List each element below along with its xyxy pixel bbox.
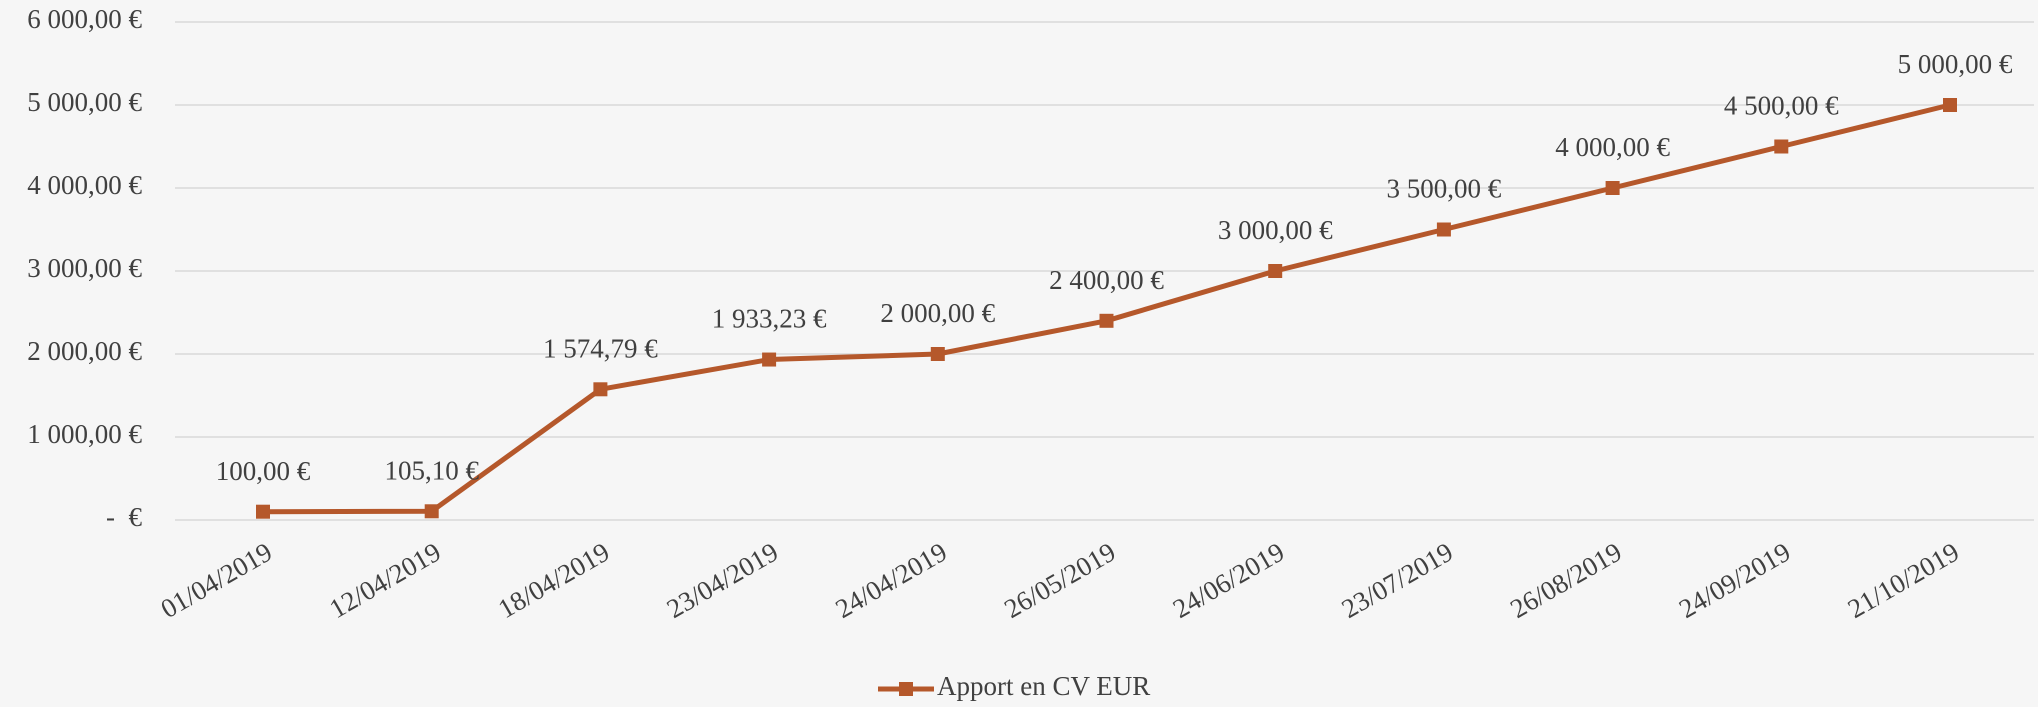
- x-tick-label: 24/06/2019: [1168, 537, 1290, 624]
- y-tick-label: 3 000,00 €: [27, 253, 142, 283]
- legend-label: Apport en CV EUR: [937, 671, 1150, 701]
- y-tick-label: - €: [106, 502, 142, 532]
- x-tick-label: 12/04/2019: [324, 537, 446, 624]
- x-tick-label: 01/04/2019: [156, 537, 278, 624]
- x-tick-label: 18/04/2019: [493, 537, 615, 624]
- x-tick-label: 23/07/2019: [1336, 537, 1458, 624]
- marker: [1268, 264, 1283, 278]
- data-label: 2 400,00 €: [1049, 265, 1164, 295]
- marker: [762, 352, 777, 367]
- marker: [256, 504, 270, 519]
- data-label: 1 574,79 €: [543, 333, 658, 363]
- marker: [593, 382, 608, 397]
- marker: [424, 504, 439, 519]
- series-line: [262, 102, 1951, 515]
- y-tick-label: 5 000,00 €: [27, 87, 142, 117]
- data-label: 3 000,00 €: [1218, 215, 1333, 245]
- data-label: 4 500,00 €: [1724, 91, 1839, 121]
- marker: [930, 347, 945, 361]
- marker: [1436, 222, 1451, 237]
- y-tick-label: 4 000,00 €: [27, 170, 142, 200]
- legend-marker: [899, 682, 913, 696]
- x-tick-label: 24/04/2019: [830, 537, 952, 624]
- data-label: 2 000,00 €: [880, 298, 995, 328]
- x-tick-label: 21/10/2019: [1843, 537, 1965, 624]
- marker: [1099, 313, 1114, 328]
- marker: [1943, 98, 1957, 112]
- data-label: 105,10 €: [384, 455, 479, 485]
- marker: [1774, 139, 1789, 154]
- data-label: 5 000,00 €: [1898, 49, 2013, 79]
- data-label: 3 500,00 €: [1387, 174, 1502, 204]
- y-tick-label: 1 000,00 €: [27, 419, 142, 449]
- y-tick-label: 2 000,00 €: [27, 336, 142, 366]
- x-tick-label: 23/04/2019: [662, 537, 784, 624]
- x-tick-label: 26/05/2019: [999, 537, 1121, 624]
- marker: [1605, 181, 1620, 195]
- data-label: 1 933,23 €: [712, 304, 827, 334]
- data-label: 100,00 €: [216, 456, 311, 486]
- y-tick-label: 6 000,00 €: [27, 4, 142, 34]
- x-tick-label: 26/08/2019: [1505, 537, 1627, 624]
- x-tick-label: 24/09/2019: [1674, 537, 1796, 624]
- data-label: 4 000,00 €: [1555, 132, 1670, 162]
